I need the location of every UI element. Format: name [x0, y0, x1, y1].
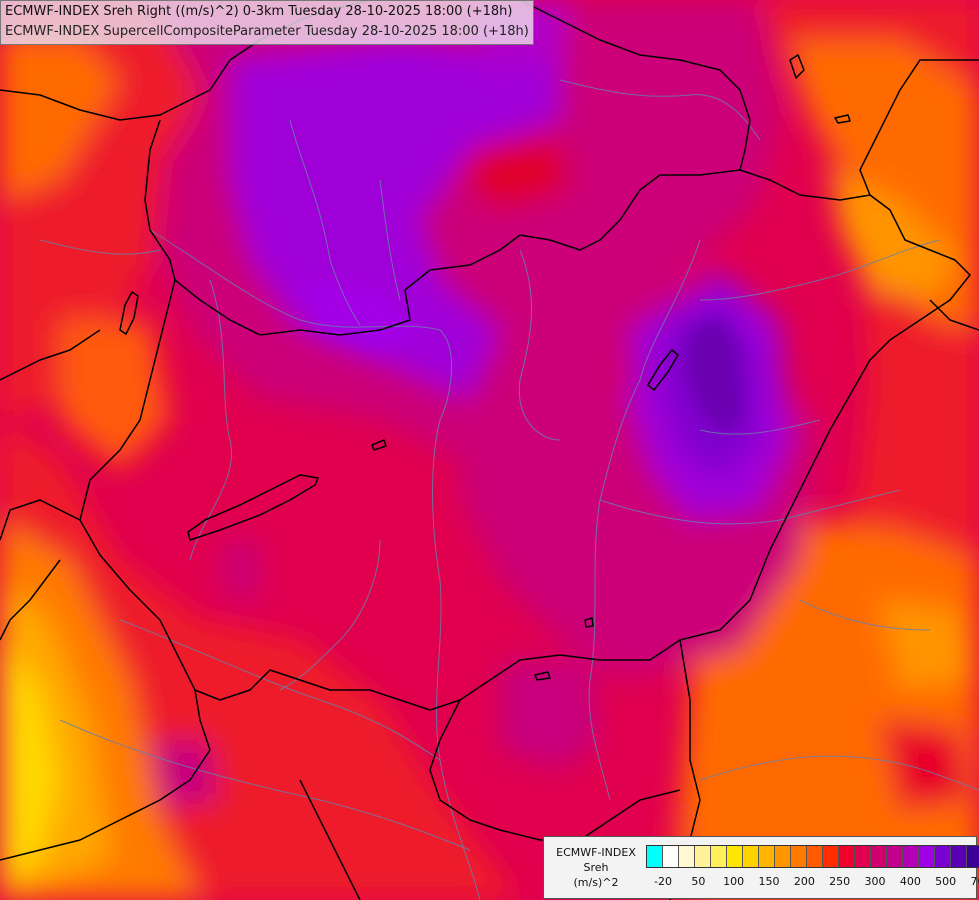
legend-tick-label: 700 [970, 875, 979, 888]
legend-title-line3: (m/s)^2 [573, 876, 619, 889]
field-amber-east [830, 170, 960, 300]
field-orange-west2 [60, 320, 170, 470]
map-title-box: ECMWF-INDEX Sreh Right ((m/s)^2) 0-3km T… [0, 0, 534, 45]
border-bosnia [299, 779, 361, 900]
lake-neusiedl [119, 291, 139, 335]
legend-swatch [743, 846, 759, 867]
legend-swatch [663, 846, 679, 867]
field-yellow-southwest [0, 640, 60, 880]
border-slovakia-north [519, 0, 751, 171]
legend-swatch [759, 846, 775, 867]
region-line-2 [189, 279, 233, 561]
lake-small-1 [371, 439, 387, 451]
region-line-6 [559, 79, 761, 141]
field-red-north-spot [470, 140, 570, 210]
border-slovenia [0, 559, 61, 641]
legend-tick-label: 150 [758, 875, 780, 888]
field-magenta-southwest [150, 740, 220, 810]
legend-tick-label: 50 [691, 875, 706, 888]
lake-small-2 [789, 54, 805, 79]
legend-swatch [839, 846, 855, 867]
river-drava [119, 619, 441, 761]
border-slovakia-west [144, 119, 176, 281]
field-orange-west [0, 40, 120, 200]
legend-color-bar [646, 845, 979, 868]
border-croatia [0, 499, 81, 541]
lake-balaton [187, 474, 319, 541]
field-core [300, 280, 742, 432]
border-croatia-south [0, 689, 211, 861]
map-title-line1: ECMWF-INDEX Sreh Right ((m/s)^2) 0-3km T… [5, 4, 513, 19]
legend-tick-label: -20 [654, 875, 672, 888]
region-line-4 [699, 419, 821, 435]
legend-swatch [919, 846, 935, 867]
legend-swatch [775, 846, 791, 867]
lake-small-3 [834, 114, 851, 124]
legend-swatch [951, 846, 967, 867]
legend-swatch [823, 846, 839, 867]
legend-swatch [871, 846, 887, 867]
border-austria-south [0, 329, 101, 381]
field-red-spot-southeast [880, 720, 970, 810]
region-line-8 [699, 755, 979, 791]
legend-swatch [903, 846, 919, 867]
legend-swatch [935, 846, 951, 867]
legend-title: ECMWF-INDEX Sreh (m/s)^2 [548, 845, 644, 890]
legend-swatch [695, 846, 711, 867]
legend-swatch [727, 846, 743, 867]
legend-swatch [855, 846, 871, 867]
field-indigo-core [686, 318, 742, 432]
region-line-1 [518, 249, 561, 441]
legend-tick-label: 100 [723, 875, 745, 888]
legend-title-line1: ECMWF-INDEX [556, 846, 636, 859]
color-legend: ECMWF-INDEX Sreh (m/s)^2 -20 50 100 150 200 2… [543, 836, 979, 899]
map-title-line2: ECMWF-INDEX SupercellCompositeParameter … [5, 24, 529, 39]
lake-tisza [647, 349, 679, 391]
legend-swatch [679, 846, 695, 867]
rivers [39, 79, 979, 900]
river-hron [379, 179, 401, 301]
legend-swatch [711, 846, 727, 867]
river-mures [599, 489, 901, 525]
border-hungary [79, 169, 971, 711]
river-vah [289, 119, 361, 326]
legend-tick-label: 400 [899, 875, 921, 888]
lake-small-5 [584, 617, 594, 628]
region-line-7 [39, 239, 161, 255]
border-serbia [429, 699, 681, 841]
river-somes [699, 239, 941, 301]
legend-tick-label: 500 [935, 875, 957, 888]
field-magenta-west [220, 540, 260, 600]
legend-ticks: -20 50 100 150 200 250 300 400 500 700 [646, 875, 979, 889]
region-line-5 [799, 599, 931, 631]
legend-swatch [647, 846, 663, 867]
legend-title-line2: Sreh [583, 861, 609, 874]
field-amber-southeast [880, 600, 970, 690]
river-sava [59, 719, 471, 851]
lake-small-4 [534, 671, 551, 681]
legend-tick-label: 300 [864, 875, 886, 888]
border-romania-east [929, 299, 979, 331]
border-ukraine [859, 59, 979, 196]
field-violet-core-north [300, 280, 420, 350]
region-line-3 [279, 539, 381, 691]
legend-swatch [967, 846, 979, 867]
legend-swatch [791, 846, 807, 867]
legend-swatch [887, 846, 903, 867]
legend-tick-label: 250 [829, 875, 851, 888]
legend-tick-label: 200 [793, 875, 815, 888]
field-magenta-south [500, 660, 600, 770]
legend-swatch [807, 846, 823, 867]
